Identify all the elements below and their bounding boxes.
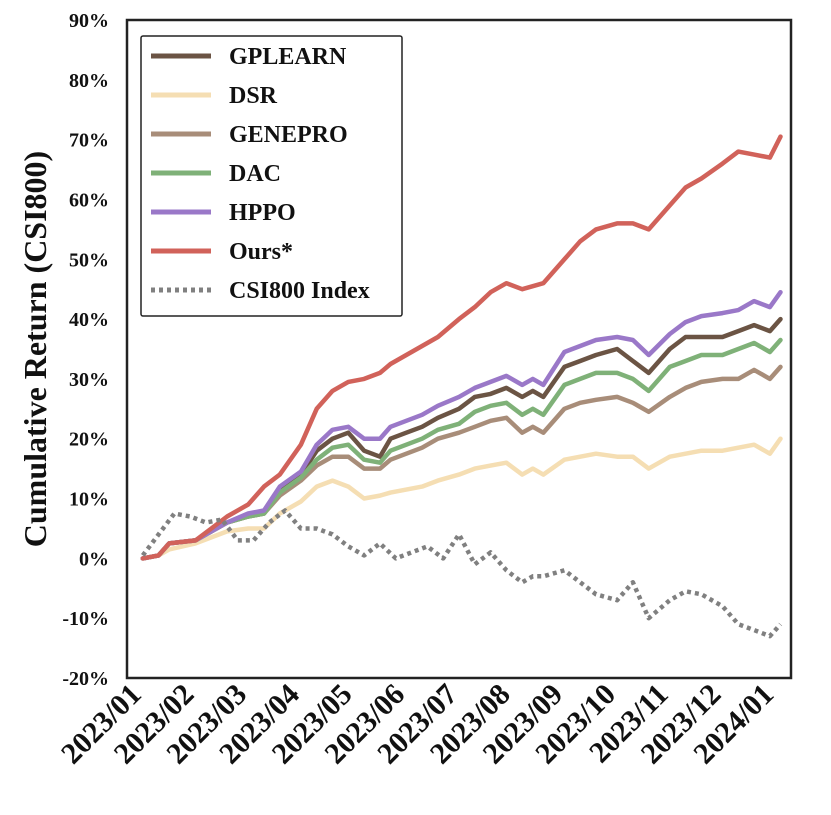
- series-line-csi800-index: [141, 508, 783, 639]
- legend-label-gplearn: GPLEARN: [229, 44, 347, 70]
- y-tick-label: 10%: [69, 489, 109, 511]
- y-tick-label: 0%: [79, 548, 109, 570]
- series-line-dac: [140, 337, 783, 561]
- y-tick-label: 60%: [69, 189, 109, 211]
- series-line-ours: [140, 134, 783, 561]
- y-tick-label: 70%: [69, 130, 109, 152]
- legend: GPLEARN DSR GENEPRO DAC HPPO Ours* CSI800 Inde…: [140, 35, 403, 317]
- y-tick-label: -20%: [62, 668, 109, 690]
- legend-label-hppo: HPPO: [229, 200, 296, 226]
- y-tick-label: 30%: [69, 369, 109, 391]
- y-tick-label: 20%: [69, 429, 109, 451]
- y-tick-label: -10%: [62, 608, 109, 630]
- y-axis-label: Cumulative Return (CSI800): [17, 151, 53, 547]
- x-axis-ticks: 2023/012023/022023/032023/042023/052023/…: [55, 678, 780, 771]
- legend-label-genepro: GENEPRO: [229, 122, 348, 148]
- y-tick-label: 40%: [69, 309, 109, 331]
- y-tick-label: 90%: [69, 10, 109, 32]
- legend-frame: [140, 35, 403, 317]
- legend-label-ours: Ours*: [229, 239, 293, 265]
- plot-frame: [125, 18, 793, 680]
- plot-layer: [140, 134, 783, 639]
- y-tick-label: 50%: [69, 249, 109, 271]
- series-line-hppo: [140, 289, 783, 561]
- legend-label-dsr: DSR: [229, 83, 278, 109]
- legend-items: GPLEARN DSR GENEPRO DAC HPPO Ours* CSI800 Inde…: [151, 44, 370, 304]
- legend-label-dac: DAC: [229, 161, 281, 187]
- y-tick-label: 80%: [69, 70, 109, 92]
- legend-label-csi800-index: CSI800 Index: [229, 278, 370, 304]
- y-axis-ticks: -20% -10% 0% 10% 20% 30% 40% 50% 60% 70% 80% 90%: [62, 10, 109, 690]
- series-line-dsr: [140, 436, 783, 561]
- series-line-gplearn: [140, 316, 783, 561]
